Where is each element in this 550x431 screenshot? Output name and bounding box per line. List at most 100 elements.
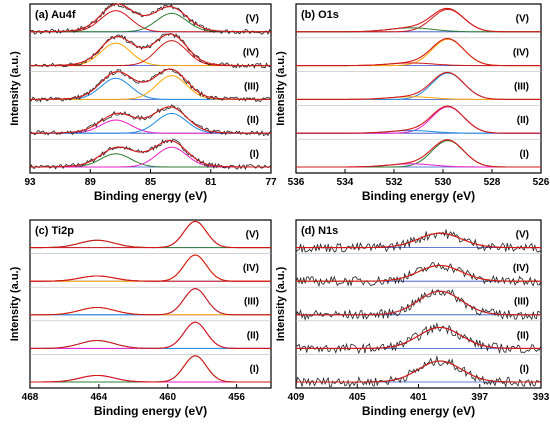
envelope-fit	[30, 3, 271, 33]
sample-label: (III)	[244, 81, 259, 92]
envelope-fit	[296, 71, 541, 100]
sample-label: (V)	[516, 230, 529, 241]
x-tick-label: 456	[228, 392, 245, 403]
y-axis-label: Intensity (a.u.)	[9, 266, 21, 341]
envelope-fit	[296, 290, 541, 316]
x-tick-label: 526	[533, 177, 550, 188]
sample-label: (III)	[514, 81, 529, 92]
envelope-fit	[30, 288, 271, 316]
panel-3: (I) (II) (III) (IV) (V) 409 405 401 397 393 (d) N1…	[275, 219, 550, 418]
raw-spectrum	[29, 138, 272, 171]
panel-label: (d) N1s	[301, 225, 338, 237]
envelope-fit	[30, 355, 271, 383]
sample-label: (IV)	[243, 263, 259, 274]
raw-spectrum	[29, 32, 272, 69]
x-tick-label: 401	[410, 392, 427, 403]
sample-label: (IV)	[513, 47, 529, 58]
sample-label: (I)	[250, 364, 259, 375]
component-fit	[30, 288, 271, 316]
sample-label: (I)	[520, 364, 529, 375]
panel-label: (c) Ti2p	[35, 225, 74, 237]
raw-spectrum	[29, 104, 272, 137]
x-tick-label: 409	[288, 392, 305, 403]
envelope-fit	[296, 105, 541, 134]
raw-spectrum	[295, 355, 542, 388]
x-tick-label: 93	[24, 177, 36, 188]
component-fit	[30, 254, 271, 282]
sample-label: (III)	[514, 297, 529, 308]
panel-0: (I) (II) (III) (IV) (V) 93 89 85 81 77 (a) Au4f Bin…	[9, 2, 277, 203]
envelope-fit	[30, 220, 271, 249]
y-axis-label: Intensity (a.u.)	[275, 266, 287, 341]
sample-label: (I)	[520, 149, 529, 160]
sample-label: (II)	[517, 330, 529, 341]
envelope-fit	[30, 140, 271, 168]
plot-frame	[29, 219, 272, 389]
sample-label: (II)	[517, 115, 529, 126]
plot-frame	[29, 3, 272, 174]
envelope-fit	[30, 254, 271, 282]
panel-label: (b) O1s	[301, 9, 339, 21]
sample-label: (IV)	[513, 263, 529, 274]
x-axis-label: Binding energy (eV)	[94, 404, 207, 418]
component-fit	[296, 106, 541, 134]
raw-spectrum	[29, 68, 272, 103]
sample-label: (IV)	[243, 47, 259, 58]
x-tick-label: 460	[159, 392, 176, 403]
component-fit	[30, 355, 271, 383]
x-tick-label: 89	[85, 177, 97, 188]
x-axis-label: Binding energy (eV)	[362, 404, 475, 418]
component-fit	[30, 40, 271, 67]
envelope-fit	[296, 7, 541, 33]
sample-label: (II)	[247, 115, 259, 126]
envelope-fit	[296, 326, 541, 349]
x-axis-label: Binding energy (eV)	[362, 189, 475, 203]
x-tick-label: 534	[337, 177, 354, 188]
envelope-fit	[296, 139, 541, 168]
raw-spectrum	[295, 322, 542, 355]
envelope-fit	[30, 321, 271, 349]
plot-frame	[295, 3, 542, 174]
component-fit	[30, 119, 271, 134]
component-fit	[30, 42, 271, 67]
y-axis-label: Intensity (a.u.)	[275, 51, 287, 126]
x-axis-label: Binding energy (eV)	[94, 189, 207, 203]
x-tick-label: 464	[91, 392, 108, 403]
component-fit	[296, 326, 541, 349]
component-fit	[30, 321, 271, 349]
component-fit	[296, 27, 541, 33]
sample-label: (V)	[246, 230, 259, 241]
panel-2: (I) (II) (III) (IV) (V) 468 464 460 456 (c) Ti2p B…	[9, 219, 272, 418]
component-fit	[296, 140, 541, 168]
panel-1: (I) (II) (III) (IV) (V) 536 534 532 530 528 526 (b)…	[275, 3, 550, 203]
sample-label: (I)	[250, 149, 259, 160]
x-tick-label: 532	[386, 177, 403, 188]
sample-label: (II)	[247, 330, 259, 341]
envelope-fit	[296, 360, 541, 383]
raw-spectrum	[295, 288, 542, 321]
envelope-fit	[30, 33, 271, 67]
component-fit	[296, 38, 541, 67]
x-tick-label: 393	[533, 392, 550, 403]
x-tick-label: 77	[265, 177, 277, 188]
y-axis-label: Intensity (a.u.)	[9, 51, 21, 126]
envelope-fit	[296, 264, 541, 282]
envelope-fit	[296, 232, 541, 249]
component-fit	[296, 72, 541, 100]
sample-label: (III)	[244, 297, 259, 308]
x-tick-label: 397	[471, 392, 488, 403]
x-tick-label: 536	[288, 177, 305, 188]
x-tick-label: 81	[205, 177, 217, 188]
x-tick-label: 468	[22, 392, 39, 403]
raw-spectrum	[295, 262, 542, 288]
x-tick-label: 85	[145, 177, 157, 188]
x-tick-label: 405	[349, 392, 366, 403]
x-tick-label: 528	[484, 177, 501, 188]
x-tick-label: 530	[435, 177, 452, 188]
envelope-fit	[30, 68, 271, 100]
sample-label: (V)	[516, 14, 529, 25]
sample-label: (V)	[246, 14, 259, 25]
panel-label: (a) Au4f	[35, 9, 76, 21]
component-fit	[30, 77, 271, 100]
